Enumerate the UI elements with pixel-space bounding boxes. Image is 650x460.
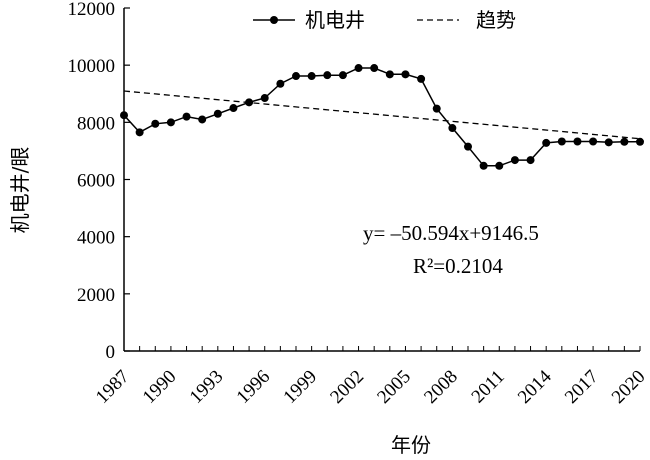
- data-point-2006: [417, 74, 426, 83]
- y-ticks: 0 2000 4000 6000 8000 10000 12000: [68, 0, 130, 363]
- data-point-2004: [385, 70, 394, 79]
- series-layer: [120, 64, 644, 170]
- data-point-1997: [276, 79, 285, 88]
- data-point-2018: [604, 138, 613, 147]
- data-point-2016: [573, 137, 582, 146]
- data-point-2007: [432, 104, 441, 113]
- legend: 机电井 趋势: [253, 8, 516, 32]
- y-tick-label: 6000: [77, 171, 115, 192]
- series-line-机电井: [123, 67, 640, 167]
- legend-label-series-2: 趋势: [476, 8, 516, 32]
- y-tick-label: 8000: [77, 113, 115, 134]
- data-point-2001: [338, 71, 347, 80]
- y-tick-label: 12000: [68, 0, 116, 20]
- data-point-1992: [198, 115, 207, 124]
- data-point-2019: [620, 137, 629, 146]
- x-tick-label: 1996: [233, 366, 275, 408]
- legend-label-series-1: 机电井: [305, 8, 365, 32]
- data-point-1987: [120, 111, 128, 120]
- trend-line: [123, 90, 641, 140]
- x-tick-label: 1987: [92, 366, 134, 408]
- x-tick-label: 2002: [326, 366, 368, 408]
- x-tick-label: 1999: [279, 366, 321, 408]
- data-point-2002: [354, 64, 363, 73]
- data-point-1993: [213, 109, 222, 118]
- data-point-2013: [526, 156, 535, 165]
- data-point-2017: [589, 137, 598, 146]
- data-point-1995: [245, 98, 254, 107]
- y-tick-label: 4000: [77, 228, 115, 249]
- x-tick-label: 2017: [561, 366, 603, 408]
- data-point-2012: [510, 156, 519, 165]
- data-point-2005: [401, 70, 410, 79]
- x-axis-title: 年份: [391, 433, 431, 457]
- data-point-1990: [166, 118, 175, 127]
- x-tick-label: 2008: [420, 366, 462, 408]
- x-tick-label: 2020: [608, 366, 650, 408]
- data-point-1998: [292, 72, 300, 81]
- data-point-1996: [260, 94, 269, 103]
- data-point-2000: [323, 71, 332, 80]
- x-tick-label: 1990: [139, 366, 181, 408]
- x-tick-label: 2011: [468, 366, 509, 407]
- data-point-2003: [370, 64, 379, 73]
- data-point-2020: [636, 137, 644, 146]
- legend-marker-series-1: [270, 16, 278, 24]
- x-tick-label: 2005: [373, 366, 415, 408]
- data-point-2015: [557, 137, 566, 146]
- x-ticks: 1987 1990 1993 1996 1999 2002 2005 2008 2011 2014…: [92, 346, 650, 408]
- data-point-2009: [464, 142, 472, 151]
- x-tick-label: 2014: [514, 366, 556, 408]
- y-tick-label: 0: [106, 342, 116, 363]
- y-tick-label: 10000: [68, 56, 116, 77]
- regression-equation: y= –50.594x+9146.5: [363, 221, 539, 245]
- r-squared-label: R²=0.2104: [413, 254, 503, 278]
- y-axis-title: 机电井/眼: [8, 147, 32, 234]
- data-point-1994: [229, 104, 238, 113]
- data-point-2010: [479, 161, 488, 170]
- data-point-1991: [182, 112, 191, 121]
- data-point-2008: [448, 124, 457, 133]
- data-point-1988: [135, 128, 144, 137]
- data-point-1999: [307, 72, 316, 81]
- data-point-2014: [542, 138, 551, 147]
- data-point-2011: [495, 161, 504, 170]
- y-tick-label: 2000: [77, 285, 115, 306]
- x-tick-label: 1993: [186, 366, 228, 408]
- data-point-1989: [151, 119, 160, 128]
